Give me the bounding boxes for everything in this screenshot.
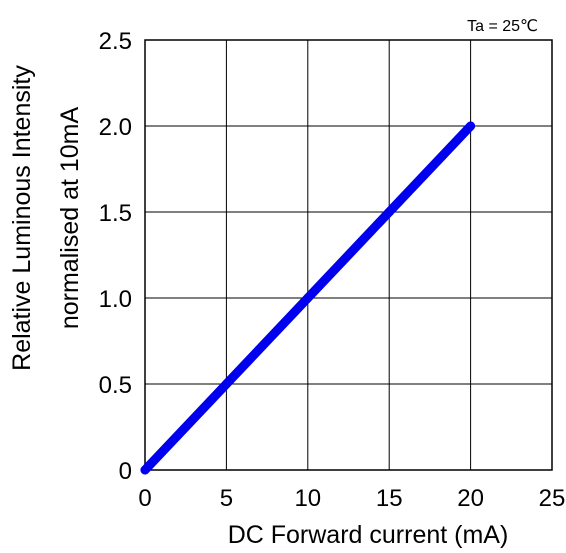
x-tick-label-3: 15 <box>376 485 403 512</box>
y-tick-label-2: 1.0 <box>99 286 132 313</box>
plot-frame <box>144 39 553 471</box>
annotation: Ta = 25℃ <box>467 18 538 35</box>
y-tick-label-3: 1.5 <box>99 200 132 227</box>
data-point-0-4 <box>466 121 476 131</box>
y-tick-label-5: 2.5 <box>99 28 132 55</box>
y-tick-label-0: 0 <box>119 458 132 485</box>
y-tick-labels: 0 0.5 1.0 1.5 2.0 2.5 <box>99 28 132 485</box>
y-tick-label-4: 2.0 <box>99 114 132 141</box>
data-point-0-0 <box>140 465 150 475</box>
x-tick-label-1: 5 <box>220 485 233 512</box>
data-point-0-2 <box>303 293 313 303</box>
y-tick-label-1: 0.5 <box>99 372 132 399</box>
x-axis-label: DC Forward current (mA) <box>228 521 509 549</box>
y-axis-label-line2: normalised at 10mA <box>56 107 84 330</box>
y-axis-label-line1: Relative Luminous Intensity <box>8 65 36 371</box>
x-tick-label-5: 25 <box>539 485 566 512</box>
data-point-0-1 <box>221 379 231 389</box>
x-tick-label-0: 0 <box>138 485 151 512</box>
x-tick-label-2: 10 <box>294 485 321 512</box>
x-tick-label-4: 20 <box>457 485 484 512</box>
data-point-0-3 <box>384 207 394 217</box>
x-tick-labels: 0 5 10 15 20 25 <box>138 485 565 512</box>
series-layer <box>140 121 476 475</box>
